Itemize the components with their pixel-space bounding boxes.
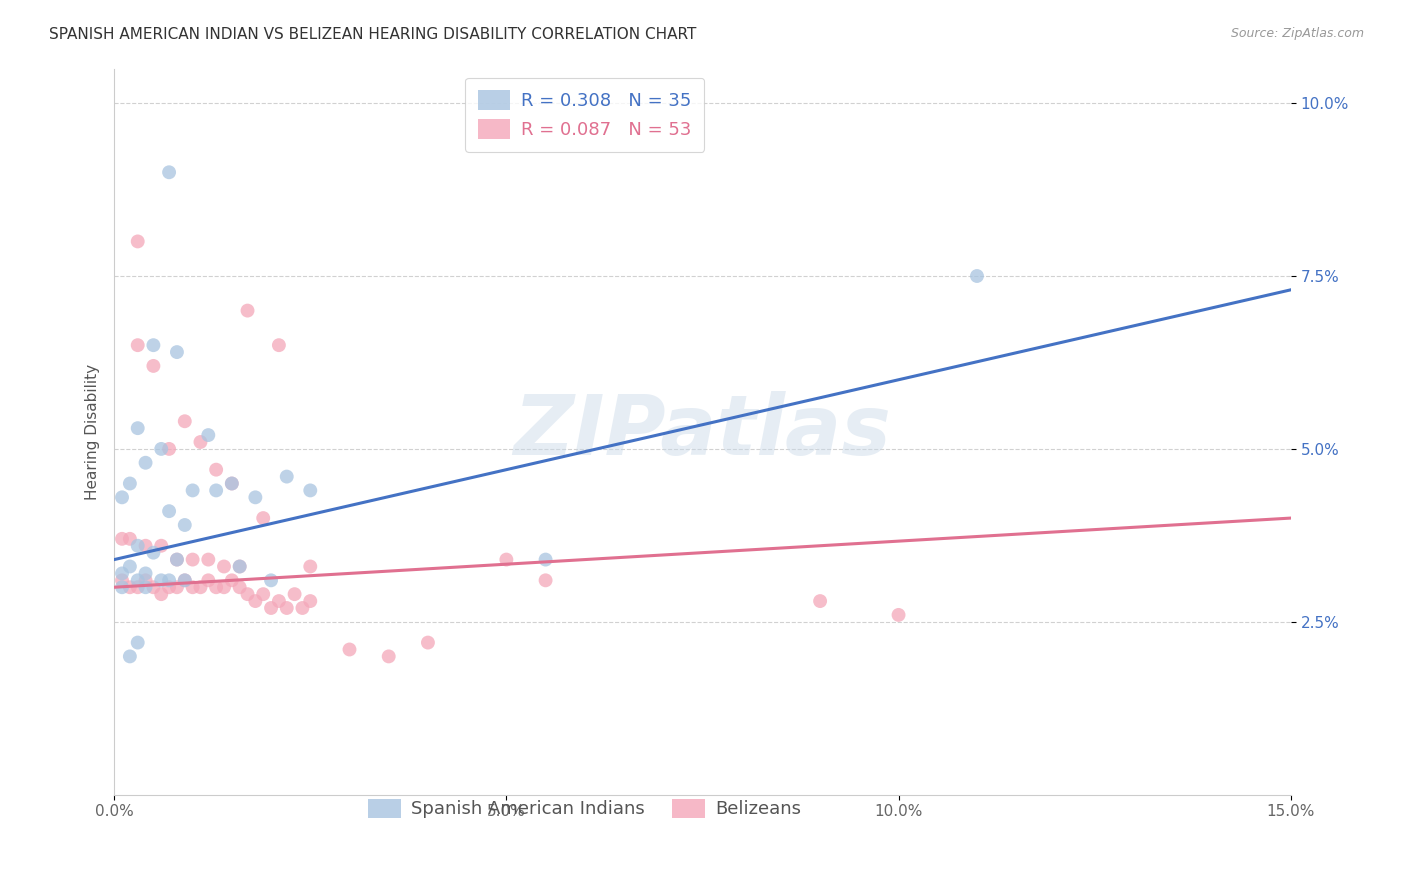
- Point: [245, 491, 267, 505]
- Point: [166, 580, 188, 594]
- Point: [205, 580, 228, 594]
- Point: [166, 552, 188, 566]
- Point: [150, 574, 173, 588]
- Point: [142, 546, 165, 560]
- Point: [181, 552, 204, 566]
- Point: [190, 580, 212, 594]
- Point: [205, 463, 228, 477]
- Point: [276, 469, 298, 483]
- Point: [135, 539, 157, 553]
- Point: [252, 587, 274, 601]
- Point: [181, 483, 204, 498]
- Point: [197, 552, 219, 566]
- Point: [157, 574, 180, 588]
- Point: [534, 552, 557, 566]
- Point: [142, 338, 165, 352]
- Point: [127, 338, 149, 352]
- Point: [416, 635, 439, 649]
- Point: [190, 435, 212, 450]
- Point: [127, 421, 149, 435]
- Point: [118, 649, 141, 664]
- Point: [228, 559, 250, 574]
- Point: [142, 580, 165, 594]
- Point: [127, 635, 149, 649]
- Point: [291, 601, 314, 615]
- Text: Source: ZipAtlas.com: Source: ZipAtlas.com: [1230, 27, 1364, 40]
- Point: [228, 559, 250, 574]
- Text: ZIPatlas: ZIPatlas: [513, 391, 891, 472]
- Point: [267, 594, 290, 608]
- Point: [228, 580, 250, 594]
- Point: [150, 539, 173, 553]
- Point: [166, 345, 188, 359]
- Point: [173, 414, 195, 428]
- Point: [377, 649, 399, 664]
- Point: [118, 476, 141, 491]
- Point: [118, 559, 141, 574]
- Point: [887, 607, 910, 622]
- Point: [173, 518, 195, 533]
- Point: [111, 566, 134, 581]
- Point: [205, 483, 228, 498]
- Point: [221, 476, 243, 491]
- Point: [267, 338, 290, 352]
- Point: [221, 574, 243, 588]
- Point: [299, 594, 322, 608]
- Y-axis label: Hearing Disability: Hearing Disability: [86, 364, 100, 500]
- Point: [236, 587, 259, 601]
- Point: [966, 268, 988, 283]
- Text: SPANISH AMERICAN INDIAN VS BELIZEAN HEARING DISABILITY CORRELATION CHART: SPANISH AMERICAN INDIAN VS BELIZEAN HEAR…: [49, 27, 696, 42]
- Point: [150, 442, 173, 456]
- Point: [127, 235, 149, 249]
- Point: [118, 532, 141, 546]
- Point: [212, 559, 235, 574]
- Point: [339, 642, 361, 657]
- Point: [150, 587, 173, 601]
- Point: [260, 601, 283, 615]
- Point: [127, 580, 149, 594]
- Point: [181, 580, 204, 594]
- Point: [127, 539, 149, 553]
- Point: [111, 574, 134, 588]
- Point: [534, 574, 557, 588]
- Point: [236, 303, 259, 318]
- Point: [173, 574, 195, 588]
- Point: [284, 587, 307, 601]
- Point: [197, 574, 219, 588]
- Point: [157, 165, 180, 179]
- Point: [111, 491, 134, 505]
- Point: [166, 552, 188, 566]
- Point: [260, 574, 283, 588]
- Point: [127, 574, 149, 588]
- Point: [111, 532, 134, 546]
- Point: [157, 442, 180, 456]
- Point: [495, 552, 517, 566]
- Point: [299, 483, 322, 498]
- Point: [157, 504, 180, 518]
- Point: [135, 574, 157, 588]
- Point: [252, 511, 274, 525]
- Point: [299, 559, 322, 574]
- Point: [212, 580, 235, 594]
- Point: [111, 580, 134, 594]
- Point: [173, 574, 195, 588]
- Point: [157, 580, 180, 594]
- Point: [245, 594, 267, 608]
- Point: [142, 359, 165, 373]
- Point: [221, 476, 243, 491]
- Legend: Spanish American Indians, Belizeans: Spanish American Indians, Belizeans: [361, 791, 808, 826]
- Point: [276, 601, 298, 615]
- Point: [118, 580, 141, 594]
- Point: [197, 428, 219, 442]
- Point: [135, 456, 157, 470]
- Point: [135, 580, 157, 594]
- Point: [135, 566, 157, 581]
- Point: [808, 594, 831, 608]
